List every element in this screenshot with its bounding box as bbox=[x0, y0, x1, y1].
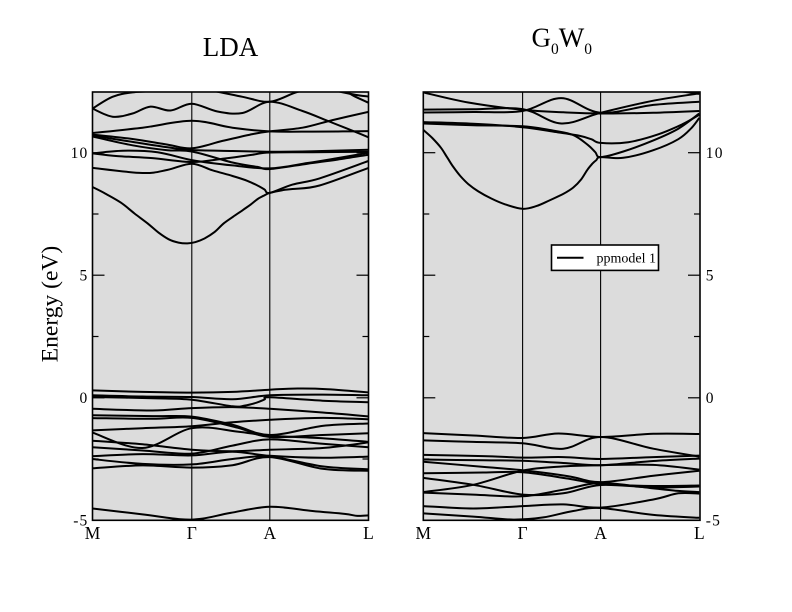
svg-text:-5: -5 bbox=[706, 513, 721, 530]
svg-text:5: 5 bbox=[706, 267, 715, 284]
svg-text:-5: -5 bbox=[73, 513, 88, 530]
svg-text:ppmodel 1: ppmodel 1 bbox=[597, 252, 657, 267]
svg-text:Γ: Γ bbox=[187, 523, 197, 543]
svg-text:L: L bbox=[694, 523, 705, 543]
svg-text:L: L bbox=[363, 523, 374, 543]
svg-text:Γ: Γ bbox=[518, 523, 528, 543]
svg-text:0: 0 bbox=[706, 390, 715, 407]
svg-text:A: A bbox=[263, 523, 276, 543]
svg-text:G0W0: G0W0 bbox=[532, 22, 593, 58]
svg-text:M: M bbox=[85, 523, 101, 543]
svg-text:10: 10 bbox=[706, 145, 724, 162]
svg-text:A: A bbox=[594, 523, 607, 543]
svg-text:10: 10 bbox=[71, 145, 89, 162]
svg-text:LDA: LDA bbox=[203, 32, 259, 62]
svg-text:M: M bbox=[416, 523, 432, 543]
svg-text:5: 5 bbox=[80, 267, 89, 284]
svg-text:0: 0 bbox=[80, 390, 89, 407]
svg-text:Energy (eV): Energy (eV) bbox=[38, 246, 64, 362]
